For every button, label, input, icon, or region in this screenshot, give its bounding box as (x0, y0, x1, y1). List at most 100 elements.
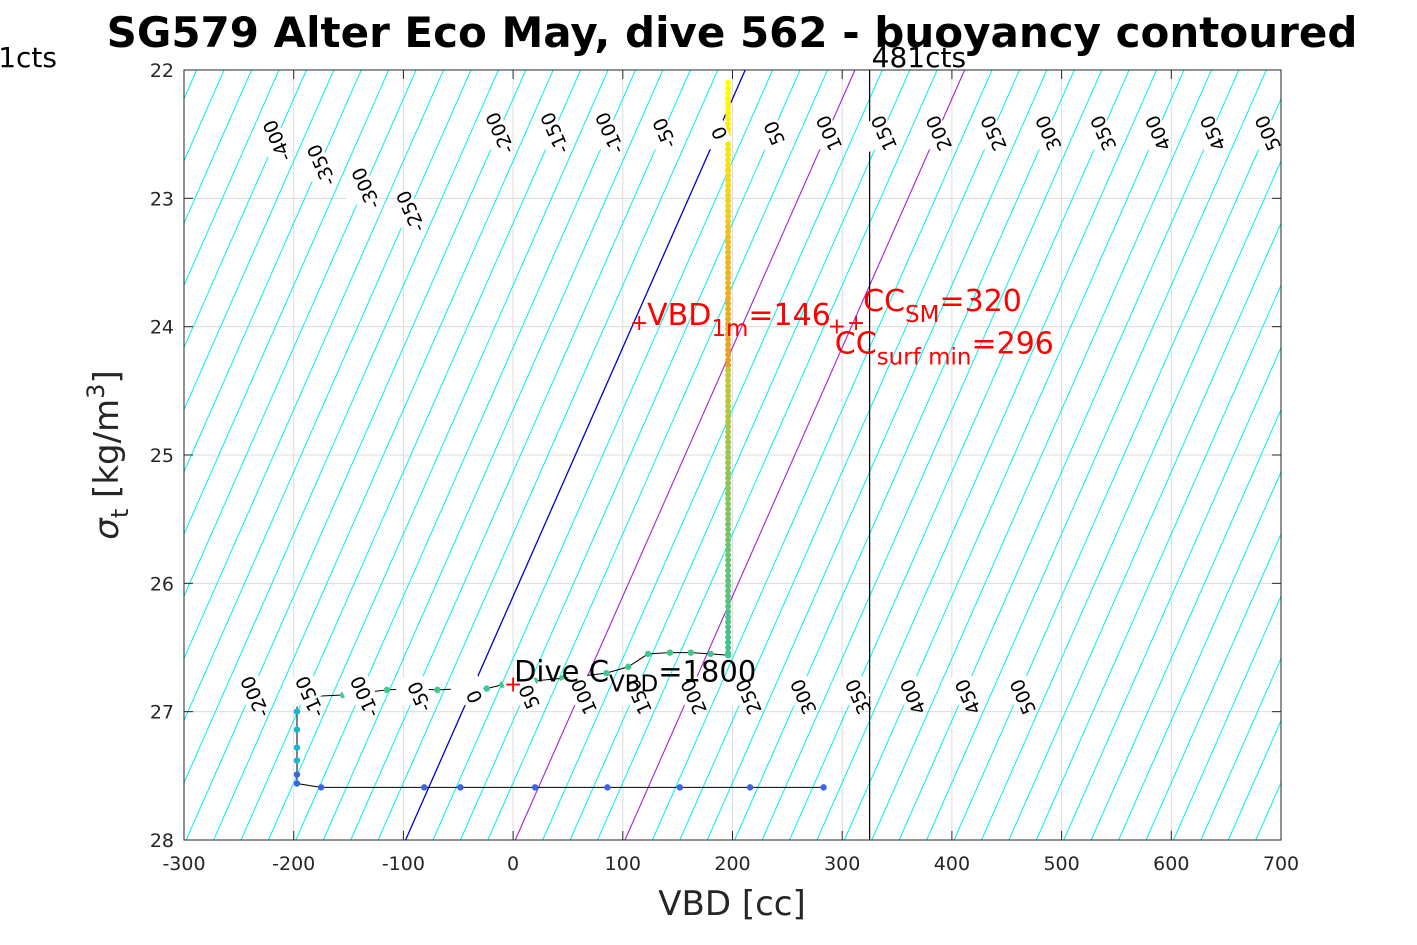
contour-label-bg (583, 114, 622, 153)
vbd-1m-label-prefix: VBD (647, 298, 711, 333)
x-tick-label: 500 (1043, 853, 1079, 875)
data-point (725, 290, 732, 297)
data-point (725, 341, 732, 348)
data-point (725, 588, 732, 595)
data-point (531, 784, 539, 791)
contour-label-bg (802, 114, 842, 153)
contour-label-bg (776, 669, 816, 708)
data-point (725, 439, 732, 446)
vbd-1m-label: VBD1m=146 (647, 298, 831, 342)
contour-label-bg (637, 114, 677, 153)
data-point (725, 238, 732, 245)
data-point (725, 187, 732, 194)
contour-label-bg (996, 669, 1035, 708)
data-point (293, 780, 301, 787)
data-point (725, 418, 732, 425)
contour-label-bg (831, 669, 871, 708)
data-point (725, 490, 732, 497)
contour-label-bg (886, 669, 926, 708)
cc-sm-marker: + (847, 311, 865, 336)
data-point (725, 90, 732, 97)
data-point (725, 321, 732, 328)
buoyancy-contour (1145, 532, 1281, 840)
data-point (725, 208, 732, 215)
y-tick-label: 25 (150, 445, 174, 467)
data-point (725, 156, 732, 163)
data-point (725, 110, 732, 117)
data-point (725, 223, 732, 230)
data-point (725, 372, 732, 379)
buoyancy-contour (1090, 408, 1281, 840)
data-point (483, 685, 490, 692)
contour-label-bg (1076, 114, 1116, 153)
contour-label-bg (667, 669, 706, 708)
buoyancy-contour (651, 70, 993, 840)
buoyancy-contour (789, 70, 1130, 840)
x-tick-label: -300 (162, 853, 205, 875)
data-point (434, 686, 441, 694)
buoyancy-contour (1063, 346, 1281, 840)
data-point (293, 744, 301, 751)
data-point (725, 629, 732, 636)
buoyancy-contour (377, 70, 719, 840)
data-point (725, 634, 732, 641)
y-tick-label: 22 (150, 60, 174, 82)
data-point (383, 686, 391, 694)
data-point (725, 264, 732, 271)
data-point (603, 669, 610, 677)
x-tick-label: 600 (1153, 853, 1189, 875)
data-point (725, 531, 732, 538)
y-label-sub: t (106, 509, 134, 518)
y-label-close: ] (87, 370, 127, 383)
data-point (707, 650, 714, 658)
data-point (725, 567, 732, 574)
buoyancy-contour (1173, 595, 1281, 840)
data-point (725, 274, 732, 281)
data-point (725, 485, 732, 492)
cc-sm-label-sub: SM (905, 302, 939, 328)
y-tick-label: 26 (150, 573, 174, 595)
data-point (687, 649, 695, 656)
contour-label-bg (1241, 114, 1281, 153)
data-point (725, 459, 732, 466)
data-point (293, 771, 301, 778)
cc-surf-min-marker: + (828, 315, 846, 340)
dive-c-vbd-marker: + (504, 672, 522, 697)
data-point (725, 346, 732, 353)
contour-label-bg (502, 669, 542, 708)
data-point (317, 784, 325, 791)
contour-label-bg (473, 114, 513, 153)
data-point (725, 203, 732, 210)
data-point (725, 351, 732, 358)
buoyancy-contour (459, 70, 801, 840)
data-point (820, 784, 827, 791)
chart-title: SG579 Alter Eco May, dive 562 - buoyancy… (107, 8, 1358, 57)
contour-label-bg (384, 192, 423, 231)
data-point (725, 536, 732, 543)
data-point (725, 526, 732, 533)
data-point (725, 120, 732, 127)
contour-label-bg (228, 669, 268, 708)
data-point (725, 623, 732, 630)
data-point (725, 326, 732, 333)
buoyancy-contour (624, 70, 966, 840)
data-point (725, 310, 732, 317)
data-point (725, 577, 732, 584)
y-label-unit: [kg/m (87, 399, 127, 498)
data-point (724, 652, 732, 659)
data-point (725, 500, 732, 507)
data-point (725, 434, 732, 441)
data-point (725, 254, 732, 261)
buoyancy-contour (1008, 221, 1281, 840)
data-point (725, 305, 732, 312)
data-point (625, 663, 632, 670)
buoyancy-contour (569, 70, 911, 840)
buoyancy-contour (184, 70, 253, 225)
buoyancy-contour (487, 70, 828, 840)
data-point (725, 392, 732, 399)
data-point (725, 516, 732, 523)
data-point (725, 377, 732, 384)
vbd-1m-marker: + (630, 311, 648, 336)
left-limit-label: 1cts (0, 41, 57, 74)
buoyancy-contour (679, 70, 1020, 840)
